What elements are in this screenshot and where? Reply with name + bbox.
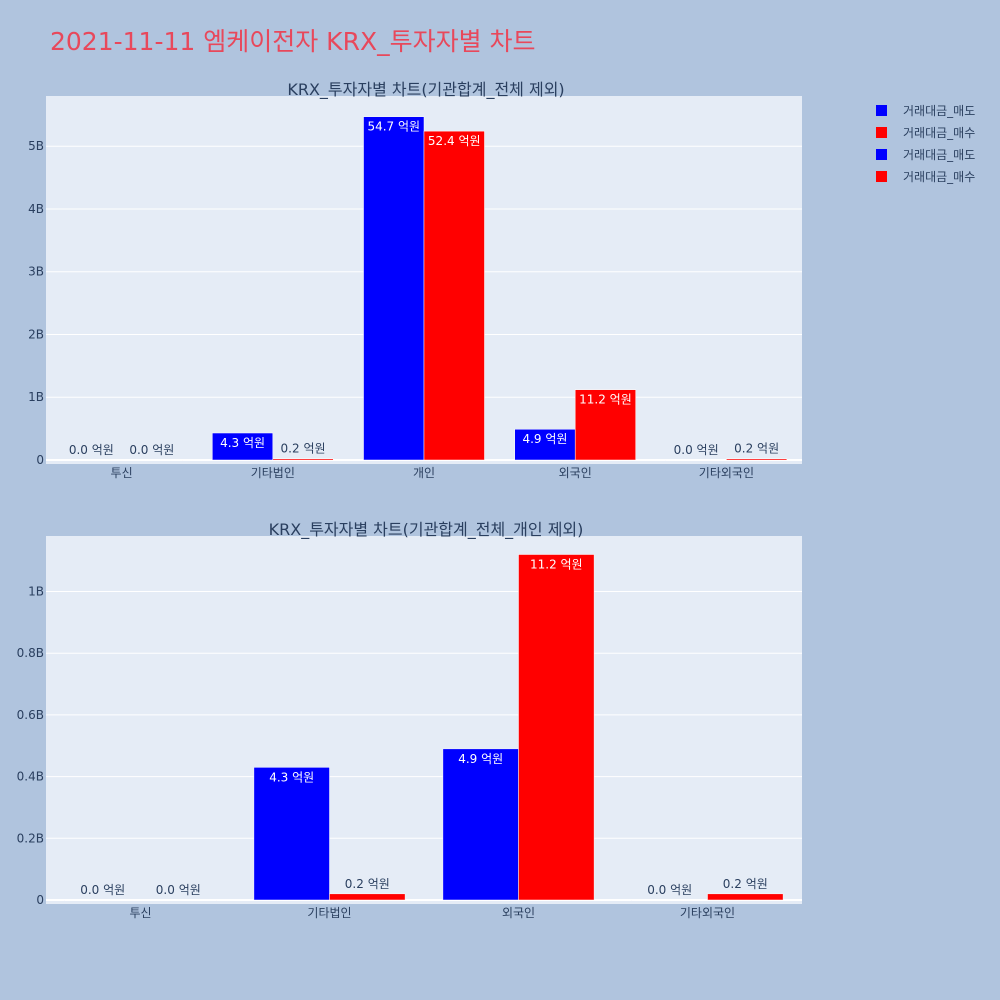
legend-swatch (876, 127, 887, 138)
y-tick-label: 2B (28, 327, 44, 341)
y-tick-label: 0.8B (17, 646, 44, 660)
bar-data-label: 0.0 억원 (674, 443, 719, 457)
y-tick-label: 1B (28, 390, 44, 404)
bar (60, 459, 122, 461)
bar (140, 899, 217, 901)
bar-data-label: 52.4 억원 (428, 134, 481, 148)
bar-data-label: 0.2 억원 (734, 442, 779, 456)
bar-data-label: 54.7 억원 (367, 120, 420, 134)
bar-data-label: 4.3 억원 (220, 436, 265, 450)
legend-label: 거래대금_매수 (903, 126, 975, 140)
bar (64, 899, 141, 901)
y-tick-label: 5B (28, 139, 44, 153)
bar-data-label: 0.0 억원 (647, 883, 692, 897)
bar (665, 459, 727, 461)
legend-label: 거래대금_매수 (903, 170, 975, 184)
y-tick-label: 0.4B (17, 770, 44, 784)
bar (423, 130, 485, 461)
x-tick-label: 기타법인 (307, 906, 351, 920)
legend-swatch (876, 105, 887, 116)
bar-data-label: 4.9 억원 (458, 752, 503, 766)
x-tick-label: 기타외국인 (699, 466, 754, 480)
bar-data-label: 0.2 억원 (281, 442, 326, 456)
x-tick-label: 개인 (413, 466, 435, 480)
bar-data-label: 0.2 억원 (345, 877, 390, 891)
bar (363, 116, 425, 461)
bar-data-label: 0.0 억원 (129, 443, 174, 457)
bar (631, 899, 708, 901)
x-tick-label: 기타법인 (251, 466, 295, 480)
legend-swatch (876, 149, 887, 160)
bar (272, 458, 334, 461)
x-tick-label: 투신 (111, 466, 133, 480)
subplot-title: KRX_투자자별 차트(기관합계_전체 제외) (287, 80, 564, 100)
bar-data-label: 0.0 억원 (156, 883, 201, 897)
bar (726, 458, 788, 461)
bar-data-label: 11.2 억원 (530, 558, 583, 572)
legend-swatch (876, 171, 887, 182)
bar-data-label: 0.0 억원 (69, 443, 114, 457)
bar (442, 748, 519, 901)
bar-data-label: 11.2 억원 (579, 393, 632, 407)
bar (329, 893, 406, 901)
bar (253, 767, 330, 901)
bar-data-label: 4.9 억원 (522, 432, 567, 446)
x-tick-label: 외국인 (559, 466, 592, 480)
bar-data-label: 0.0 억원 (80, 883, 125, 897)
bar (707, 893, 784, 901)
bar (514, 428, 576, 461)
bar-data-label: 4.3 억원 (269, 770, 314, 784)
y-tick-label: 0 (36, 893, 44, 907)
y-tick-label: 0 (36, 453, 44, 467)
subplot-title: KRX_투자자별 차트(기관합계_전체_개인 제외) (269, 520, 584, 540)
y-tick-label: 0.2B (17, 831, 44, 845)
x-tick-label: 기타외국인 (680, 906, 735, 920)
y-tick-label: 0.6B (17, 708, 44, 722)
y-tick-label: 3B (28, 265, 44, 279)
bar (518, 554, 595, 901)
page-title: 2021-11-11 엠케이전자 KRX_투자자별 차트 (50, 27, 536, 56)
bar (212, 432, 274, 461)
bar-data-label: 0.2 억원 (723, 877, 768, 891)
x-tick-label: 투신 (129, 906, 151, 920)
legend-label: 거래대금_매도 (903, 148, 975, 162)
y-tick-label: 1B (28, 585, 44, 599)
legend-label: 거래대금_매도 (903, 104, 975, 118)
bar (574, 389, 636, 461)
y-tick-label: 4B (28, 202, 44, 216)
bar (121, 459, 183, 461)
plot-area-2 (46, 536, 802, 904)
x-tick-label: 외국인 (502, 906, 535, 920)
